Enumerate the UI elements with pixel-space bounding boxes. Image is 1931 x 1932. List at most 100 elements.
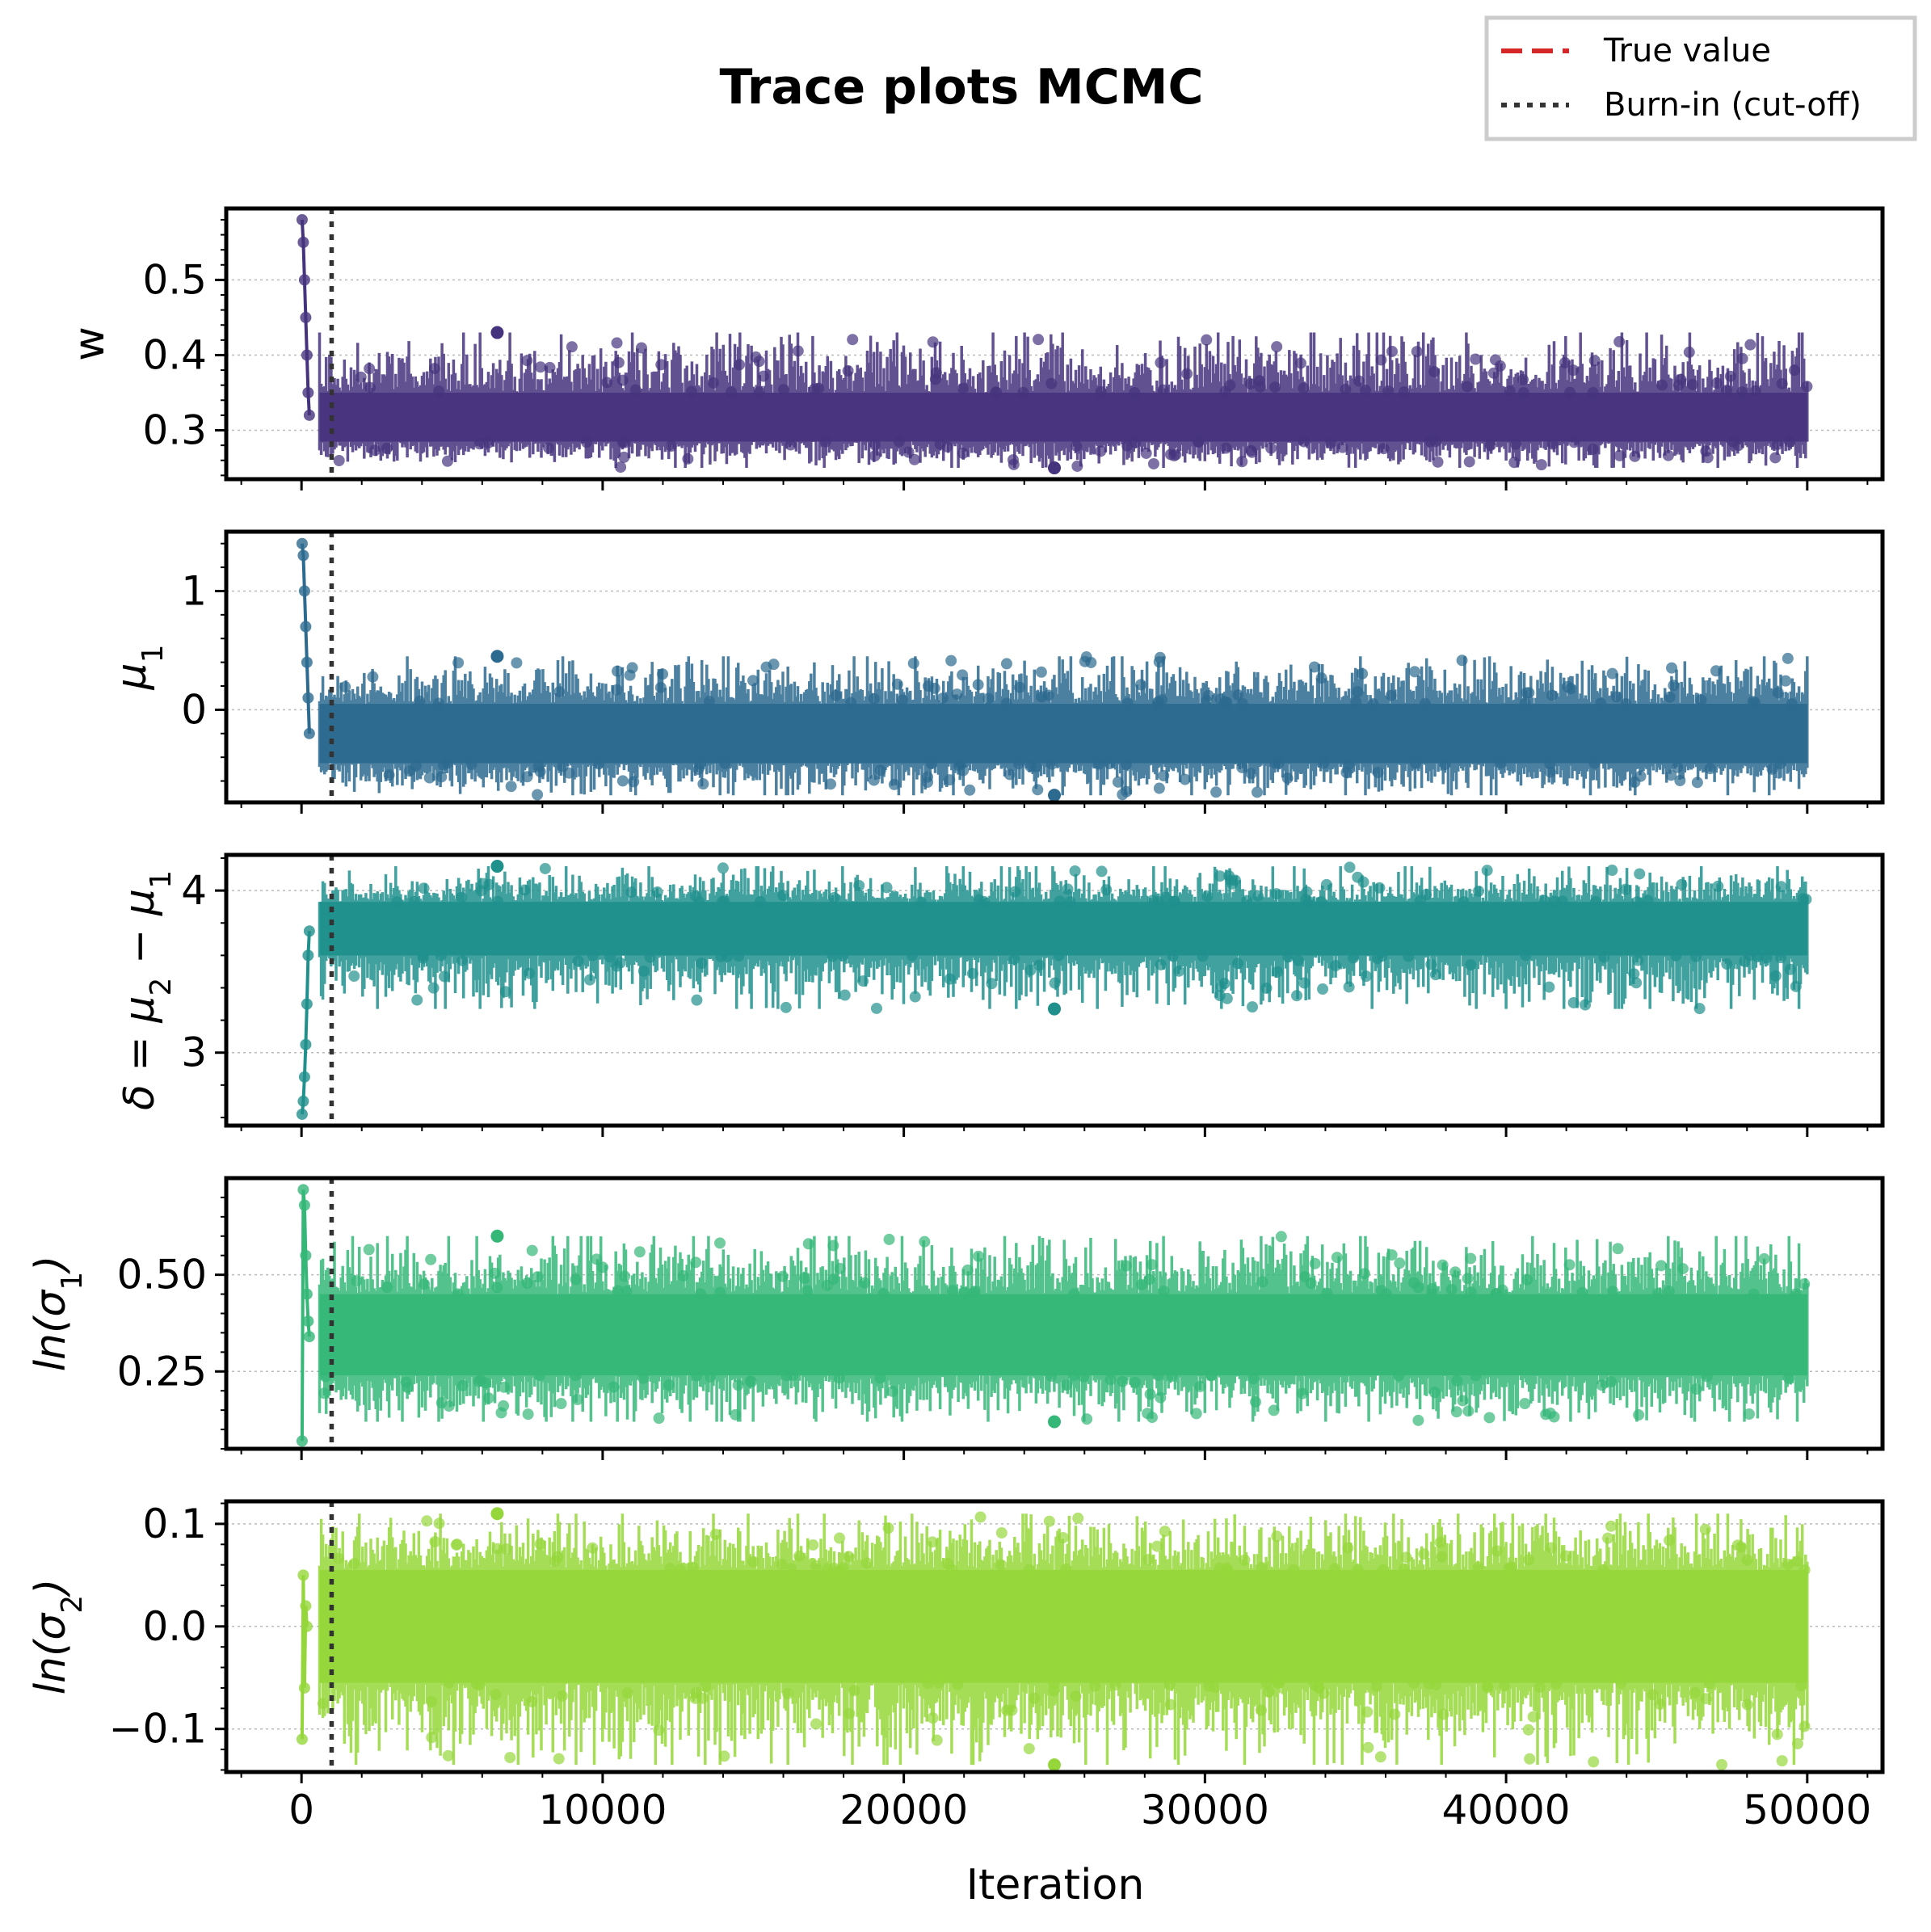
trace-point — [768, 659, 780, 671]
trace-point — [1340, 383, 1352, 395]
trace-point — [1456, 655, 1468, 667]
trace-point — [1241, 894, 1253, 907]
trace-point — [1790, 980, 1802, 992]
y-tick-label: 4 — [181, 867, 207, 914]
trace-point — [1712, 880, 1724, 892]
trace-point — [1197, 950, 1209, 962]
trace-point — [1676, 878, 1688, 890]
trace-point — [925, 758, 937, 770]
trace-point — [802, 1238, 814, 1250]
trace-point — [491, 1282, 503, 1294]
trace-point — [1201, 334, 1213, 346]
trace-point — [990, 386, 1002, 398]
trace-point — [1436, 1551, 1448, 1563]
trace-point — [1220, 442, 1232, 454]
trace-point — [927, 1712, 939, 1724]
trace-spikes — [318, 866, 1809, 1009]
trace-point — [1483, 1412, 1496, 1424]
trace-point — [1434, 1536, 1446, 1548]
trace-point — [1129, 386, 1141, 398]
trace-point — [443, 1400, 455, 1412]
trace-point — [1045, 758, 1058, 770]
trace-point — [1358, 1268, 1370, 1280]
trace-point — [355, 371, 367, 383]
trace-point — [1112, 776, 1124, 788]
trace-point — [544, 361, 556, 373]
trace-point — [1298, 977, 1310, 989]
trace-point — [593, 758, 605, 770]
trace-point — [1588, 355, 1601, 367]
x-tick-label: 20000 — [839, 1787, 968, 1833]
trace-point — [505, 781, 517, 793]
trace-point — [369, 444, 381, 457]
trace-point — [1152, 696, 1164, 708]
trace-point — [1748, 1288, 1760, 1300]
trace-point — [734, 359, 746, 371]
trace-point — [1342, 1542, 1354, 1554]
trace-point — [973, 1250, 985, 1262]
trace-point — [1693, 1003, 1706, 1015]
trace-point — [1048, 1002, 1061, 1016]
trace-point — [843, 1707, 856, 1719]
trace-point — [1309, 1257, 1321, 1269]
trace-point — [974, 1511, 987, 1523]
trace-point — [492, 895, 504, 907]
trace-point — [1000, 697, 1012, 709]
trace-point — [1647, 1689, 1659, 1701]
trace-point — [542, 442, 554, 454]
trace-point — [1214, 990, 1226, 1002]
trace-point — [391, 896, 403, 908]
trace-point — [1481, 865, 1493, 877]
trace-point — [1588, 1756, 1600, 1768]
trace-point — [1665, 769, 1677, 781]
trace-point — [1524, 1753, 1536, 1765]
trace-point — [1449, 1266, 1462, 1278]
trace-point — [1352, 1564, 1364, 1576]
trace-point — [1024, 964, 1037, 976]
panel-frame — [224, 852, 1885, 1128]
trace-point — [553, 1753, 565, 1765]
trace-point — [601, 377, 613, 389]
trace-point — [604, 951, 616, 963]
trace-point — [1428, 1387, 1441, 1399]
trace-point — [491, 1543, 503, 1555]
trace-point — [489, 1267, 501, 1279]
trace-point — [754, 895, 766, 907]
trace-line-start — [300, 219, 311, 416]
trace-point — [1093, 758, 1105, 770]
trace-point — [1544, 757, 1556, 769]
trace-point — [1202, 689, 1214, 701]
trace-point — [1424, 436, 1437, 448]
trace-point — [1633, 1409, 1645, 1421]
trace-point — [697, 778, 709, 790]
trace-point — [1800, 893, 1812, 905]
trace-point — [1519, 1397, 1531, 1409]
trace-point — [1146, 1412, 1158, 1424]
trace-point — [1400, 1551, 1412, 1564]
trace-point — [1081, 1413, 1093, 1425]
trace-point — [1254, 381, 1266, 393]
trace-point — [1655, 1260, 1668, 1272]
trace-point — [1226, 878, 1239, 890]
trace-point — [1299, 1270, 1311, 1282]
trace-point — [411, 994, 423, 1006]
trace-point — [1494, 360, 1506, 372]
y-tick-label: 0.50 — [117, 1252, 207, 1299]
trace-point — [936, 692, 949, 705]
trace-point — [691, 1370, 703, 1382]
trace-point — [1703, 1677, 1715, 1690]
trace-point — [848, 1685, 860, 1697]
trace-point — [1331, 1252, 1343, 1264]
trace-point — [1361, 1706, 1374, 1718]
trace-point — [318, 1387, 330, 1400]
trace-point — [1071, 460, 1083, 472]
trace-point — [1030, 760, 1042, 772]
trace-point — [1263, 1686, 1275, 1698]
trace-point — [1426, 1288, 1438, 1300]
trace-point — [1527, 1711, 1539, 1723]
trace-point — [429, 1536, 441, 1548]
trace-point — [830, 689, 842, 701]
trace-point — [423, 772, 435, 784]
trace-point — [629, 384, 642, 396]
trace-point — [982, 692, 995, 705]
